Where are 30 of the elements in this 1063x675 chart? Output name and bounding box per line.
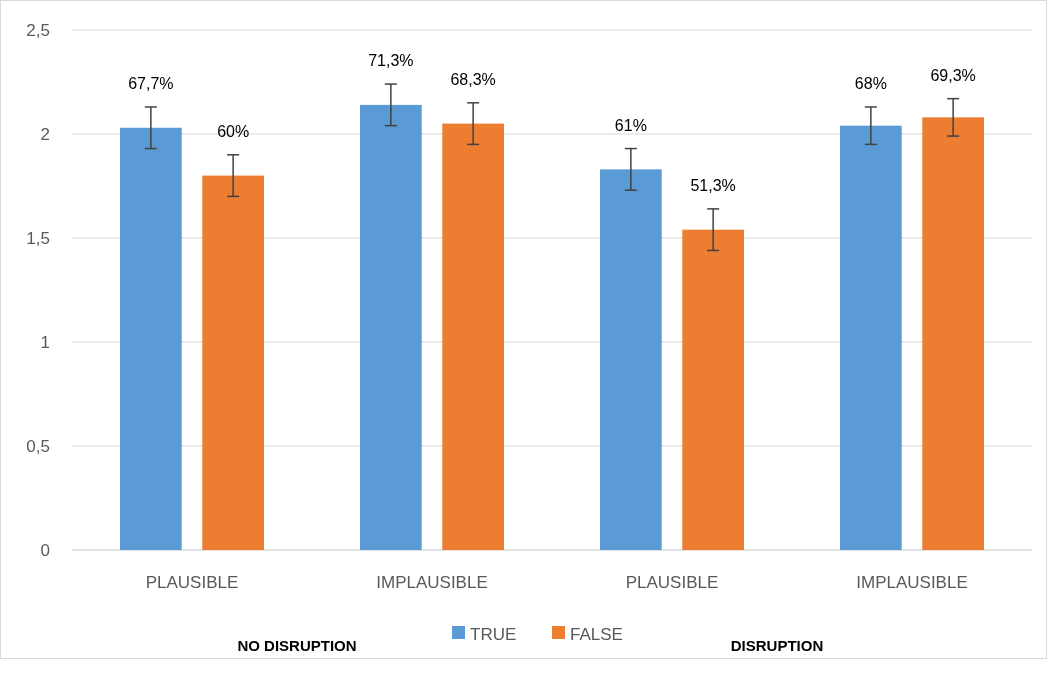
annotation: 68,3% xyxy=(450,70,496,88)
bar xyxy=(682,229,744,550)
annotation: 68% xyxy=(854,74,887,92)
bar xyxy=(360,104,422,550)
y-tick-label: 1 xyxy=(40,332,50,352)
y-tick-label: 0,5 xyxy=(26,436,50,456)
bar xyxy=(442,123,504,550)
x-tick-label: PLAUSIBLE xyxy=(625,573,719,592)
x-tick-label: IMPLAUSIBLE xyxy=(376,573,488,592)
text: NO DISRUPTION xyxy=(237,637,357,654)
bar xyxy=(120,127,182,550)
annotation: 69,3% xyxy=(930,66,976,84)
legend-label: FALSE xyxy=(570,624,623,644)
bar xyxy=(600,169,662,550)
x-tick-label: PLAUSIBLE xyxy=(145,573,239,592)
bar xyxy=(840,125,902,550)
annotation: 71,3% xyxy=(368,52,414,70)
y-tick-label: 0 xyxy=(40,540,50,560)
y-tick-label: 1,5 xyxy=(26,228,50,248)
y-tick-label: 2 xyxy=(40,124,50,144)
legend-label: TRUE xyxy=(470,624,517,644)
bar xyxy=(922,117,984,550)
annotation: 60% xyxy=(217,122,250,140)
y-tick-label: 2,5 xyxy=(26,20,50,40)
annotation: 67,7% xyxy=(128,74,174,92)
annotation: 61% xyxy=(614,116,647,134)
annotation: 51,3% xyxy=(690,176,736,194)
x-tick-label: IMPLAUSIBLE xyxy=(856,573,968,592)
text: DISRUPTION xyxy=(730,637,824,654)
bar xyxy=(202,175,264,550)
